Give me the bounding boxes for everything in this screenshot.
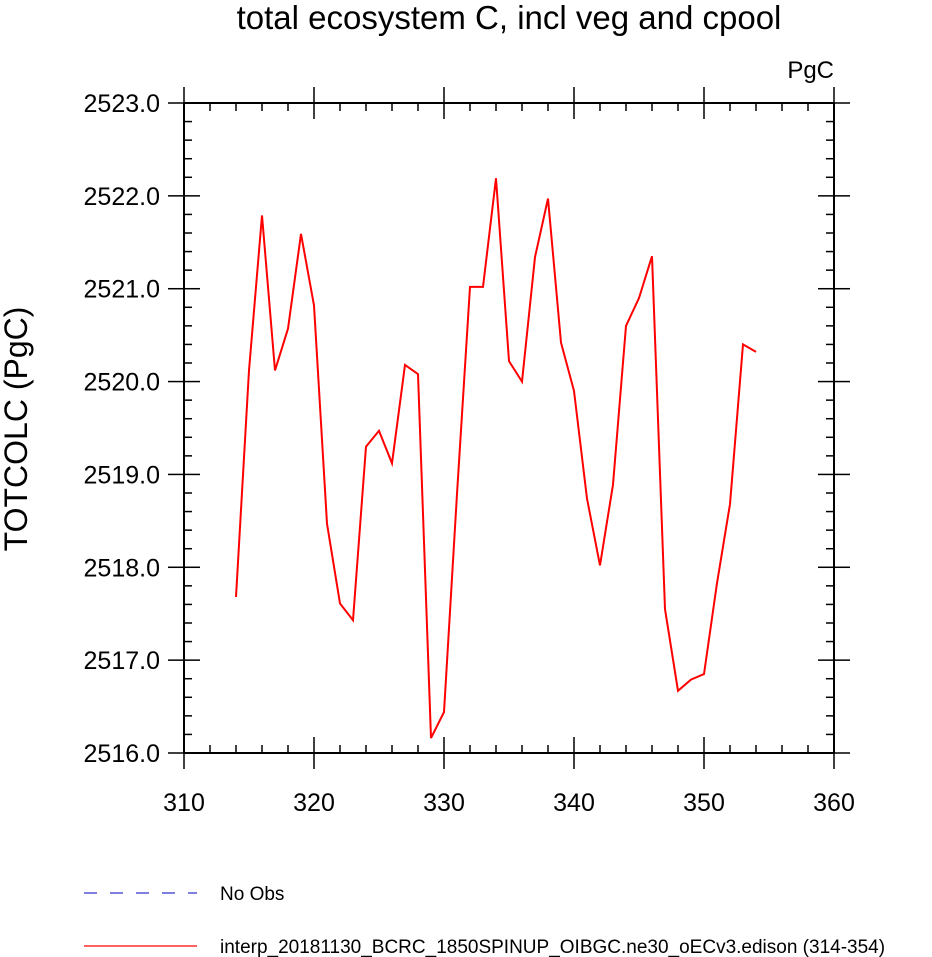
- x-tick-label: 320: [293, 789, 335, 817]
- plot-frame: [183, 102, 835, 754]
- y-tick-label: 2518.0: [84, 554, 160, 582]
- y-tick-label: 2517.0: [84, 647, 160, 675]
- series-line: [235, 178, 757, 739]
- y-tick-label: 2516.0: [84, 740, 160, 768]
- chart-title: total ecosystem C, incl veg and cpool: [237, 0, 782, 36]
- data-series: [235, 178, 757, 739]
- x-tick-label: 360: [813, 789, 855, 817]
- legend: No Obs interp_20181130_BCRC_1850SPINUP_OI…: [84, 884, 885, 957]
- x-tick-label: 340: [553, 789, 595, 817]
- x-tick-label: 330: [423, 789, 465, 817]
- tick-labels: 310 320 330 340 350 360 2516.0 2517.0 2518.0 2519…: [84, 90, 855, 817]
- axis-ticks: [168, 87, 850, 769]
- legend-label: interp_20181130_BCRC_1850SPINUP_OIBGC.ne…: [220, 937, 885, 957]
- y-tick-label: 2520.0: [84, 369, 160, 397]
- x-tick-label: 310: [163, 789, 205, 817]
- x-tick-label: 350: [683, 789, 725, 817]
- legend-label: No Obs: [220, 884, 284, 905]
- y-tick-label: 2519.0: [84, 461, 160, 489]
- y-tick-label: 2522.0: [84, 183, 160, 211]
- y-tick-label: 2521.0: [84, 276, 160, 304]
- units-label: PgC: [787, 57, 834, 84]
- y-axis-label: TOTCOLC (PgC): [0, 307, 34, 552]
- y-tick-label: 2523.0: [84, 90, 160, 118]
